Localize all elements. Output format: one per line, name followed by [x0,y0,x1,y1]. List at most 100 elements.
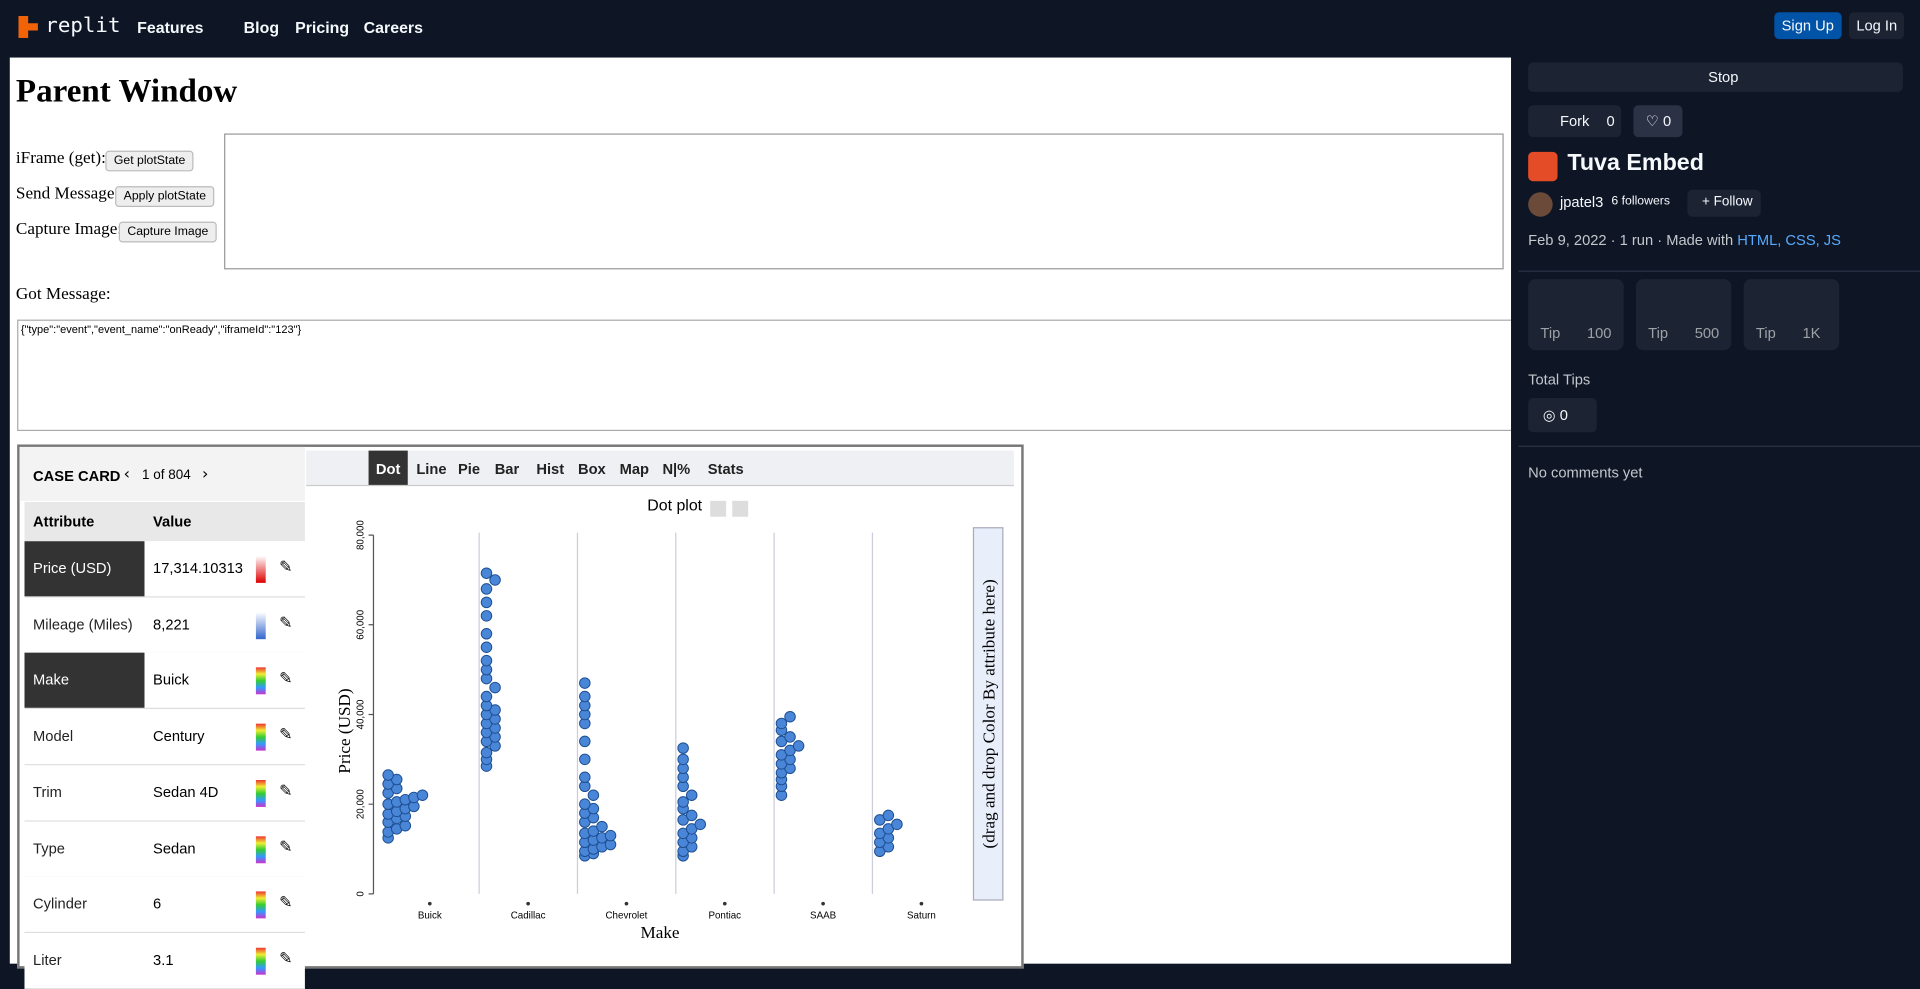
dot [882,809,895,822]
dot [480,583,493,595]
divider [1518,445,1920,447]
tip-label: Tip [1540,324,1561,342]
top-nav: replit Sign Up Log In Features Blog Pricin… [0,0,1920,56]
got-label: Got Message: [15,285,111,304]
logo-icon [18,15,38,38]
x-tick-label: Cadillac [511,910,546,921]
tool-button[interactable]: Box [577,460,606,478]
dot [784,710,796,723]
dot [694,818,707,831]
sidebar: Stop Fork 0 ♡ 0 Tuva Embed jpatel3 6 fol… [1518,56,1920,973]
close-title[interactable] [732,500,749,517]
tip-amount: 500 [1694,324,1720,342]
dot [685,789,698,801]
user[interactable]: jpatel3 [1560,193,1604,211]
like-button[interactable] [1633,105,1683,138]
edit-icon[interactable]: ✎ [279,726,293,745]
x-tick-label: Pontiac [708,910,741,921]
attr-name: Price (USD) [33,559,112,577]
next[interactable]: › [202,465,209,484]
card-title: CASE CARD [33,467,121,485]
tool-button[interactable]: Hist [536,460,565,478]
x-tick-label: Chevrolet [606,910,648,921]
x-tick [722,901,727,906]
followers: 6 followers [1611,194,1670,209]
prev[interactable]: ‹ [123,465,131,484]
y-tick-label: 40,000 [356,699,367,729]
attr-value: Century [153,727,205,745]
dot [579,753,591,766]
attr-value: 8,221 [153,615,190,633]
dot [775,717,788,730]
drop-zone[interactable] [972,527,1004,901]
edit-icon[interactable]: ✎ [279,558,293,577]
tip-card[interactable] [1635,279,1732,351]
edit-icon[interactable]: ✎ [279,670,293,689]
sign-up[interactable]: Sign Up [1774,12,1842,40]
dot [579,677,591,689]
tool-button[interactable]: Stats [707,460,744,478]
row-highlight [24,541,145,597]
edit-icon[interactable]: ✎ [279,614,293,633]
dot [596,820,608,833]
nav-link[interactable]: Careers [363,18,423,37]
logo[interactable]: replit [45,13,121,38]
active-tool [368,450,408,485]
dot [604,829,617,842]
y-tick-label: 0 [356,891,367,897]
stop-button[interactable] [1528,62,1903,92]
langs[interactable]: HTML, CSS, JS [1737,231,1841,249]
tool-button[interactable]: Line [416,460,447,478]
y-tick-label: 20,000 [356,789,367,819]
tool-button[interactable]: Dot [375,460,401,478]
dot [677,796,689,808]
html-icon [1528,151,1558,182]
tool-button[interactable]: N|% [662,460,691,478]
follow-text: + Follow [1702,194,1753,210]
repl-title: Tuva Embed [1567,150,1704,177]
nav-link[interactable]: Blog [243,18,280,37]
attr-name: Model [33,727,74,745]
attr-value: 6 [153,895,162,913]
tip-amount: 1K [1802,324,1821,342]
follow-button[interactable] [1687,189,1761,217]
edit-icon[interactable]: ✎ [279,782,293,801]
dot [382,769,394,781]
tip-card[interactable] [1743,279,1840,351]
toolbar [306,450,1014,487]
y-axis-label: Price (USD) [335,688,354,773]
dot [489,574,501,586]
fork-text: Fork [1560,112,1590,130]
col-attr: Attribute [33,513,95,531]
nav-link[interactable]: Features [137,18,204,37]
color-swatch [255,779,266,807]
tool-button[interactable]: Bar [494,460,520,478]
edit-icon[interactable]: ✎ [279,950,293,969]
dot [489,681,501,694]
x-tick [821,901,825,906]
fork-button[interactable] [1528,105,1622,138]
attr-name: Mileage (Miles) [33,615,133,633]
tool-button[interactable]: Map [619,460,649,478]
message-box[interactable]: {"type":"event","event_name":"onReady","… [17,319,1512,432]
row-button[interactable]: Get plotState [105,150,194,172]
attr-name: Type [33,839,65,857]
edit-title[interactable] [710,500,727,517]
drop-hint: (drag and drop Color By attribute here) [979,579,998,848]
y-tick-label: 60,000 [356,609,367,639]
edit-icon[interactable]: ✎ [279,894,293,913]
row-button[interactable]: Apply plotState [115,186,215,207]
chart-title: Dot plot [647,498,702,515]
tip-card[interactable] [1528,279,1624,351]
dot [677,742,689,754]
edit-icon[interactable]: ✎ [279,838,293,857]
log-in[interactable]: Log In [1848,12,1905,40]
tool-button[interactable]: Pie [457,460,481,478]
dot [685,809,698,822]
color-swatch [255,611,266,639]
row-button[interactable]: Capture Image [118,221,217,243]
dot [416,789,429,801]
nav-link[interactable]: Pricing [295,18,350,37]
dot [480,746,493,759]
